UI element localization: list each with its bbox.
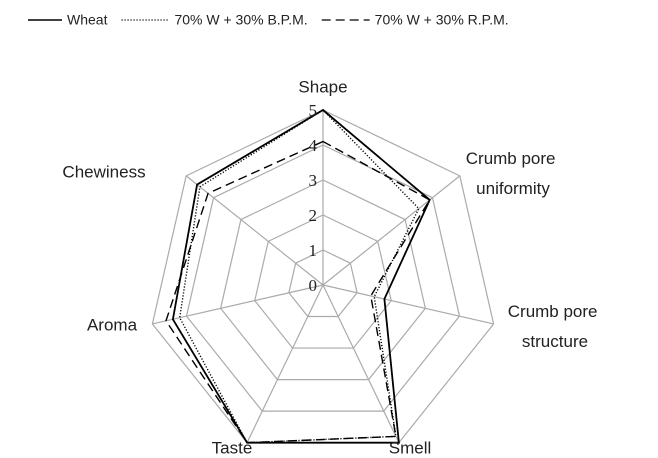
category-label: Taste bbox=[212, 438, 253, 457]
category-label: Smell bbox=[389, 438, 432, 457]
spoke bbox=[322, 284, 494, 325]
grid-line bbox=[185, 144, 461, 412]
tick-label: 4 bbox=[309, 136, 318, 155]
legend-label: Wheat bbox=[67, 12, 108, 28]
tick-label: 0 bbox=[309, 276, 318, 295]
tick-label: 3 bbox=[309, 171, 318, 190]
category-label: Chewiness bbox=[62, 162, 145, 181]
spoke bbox=[152, 284, 324, 325]
tick-label: 1 bbox=[309, 241, 318, 260]
grid-line bbox=[288, 249, 358, 318]
spoke bbox=[322, 284, 400, 443]
category-label: Shape bbox=[298, 77, 347, 96]
tick-label: 2 bbox=[309, 206, 318, 225]
category-label: Crumb pore structure bbox=[508, 302, 602, 351]
spoke bbox=[322, 175, 461, 286]
series-line bbox=[165, 140, 431, 444]
legend-label: 70% W + 30% B.P.M. bbox=[174, 12, 307, 28]
series-line bbox=[171, 108, 431, 444]
grid-line bbox=[254, 214, 392, 349]
spoke bbox=[246, 284, 324, 443]
category-label: Crumb pore uniformity bbox=[466, 149, 560, 198]
series-line bbox=[178, 109, 420, 444]
legend-label: 70% W + 30% R.P.M. bbox=[375, 12, 509, 28]
spoke bbox=[185, 175, 324, 286]
category-label: Aroma bbox=[87, 315, 138, 334]
tick-label: 5 bbox=[309, 101, 318, 120]
